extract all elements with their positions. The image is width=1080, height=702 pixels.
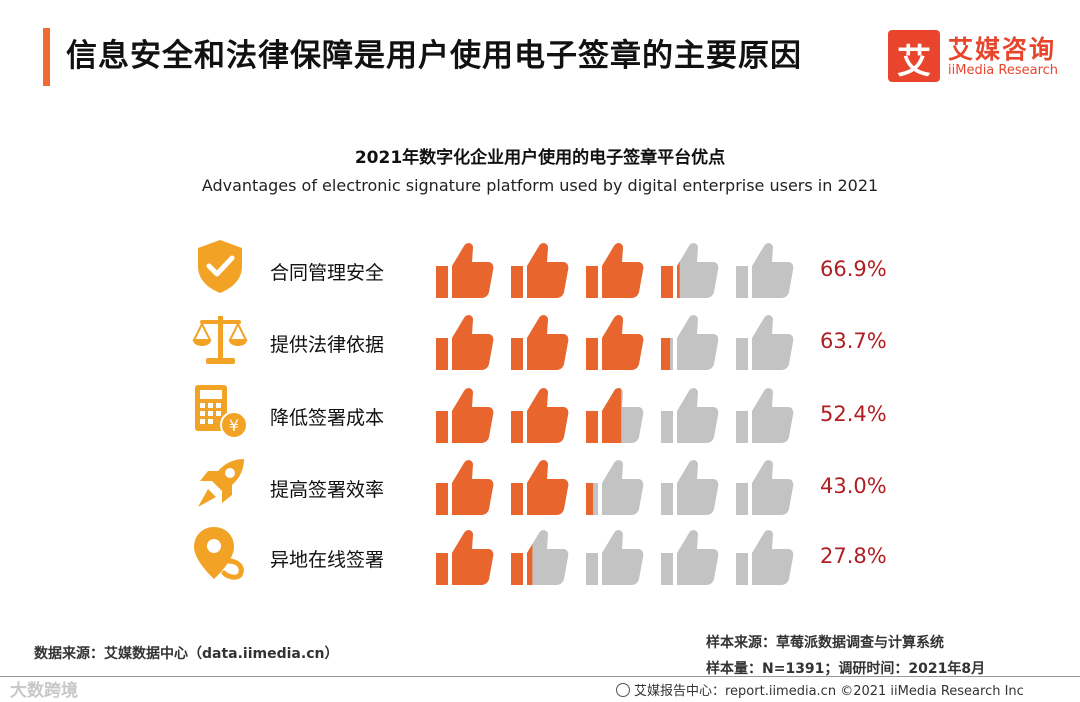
thumb-mark — [586, 460, 644, 515]
thumb-mark — [511, 530, 569, 585]
globe-icon — [616, 683, 630, 697]
thumb-mark — [736, 315, 794, 370]
logo-en-text: iiMedia Research — [948, 63, 1059, 78]
thumb-mark — [436, 315, 494, 370]
value-label: 43.0% — [820, 474, 887, 498]
calculator-yuan-icon: ¥ — [192, 383, 248, 439]
thumb-mark — [736, 460, 794, 515]
thumb-mark — [436, 388, 494, 443]
sample-size: 样本量：N=1391；调研时间：2021年8月 — [706, 661, 986, 677]
logo-cn-text: 艾媒咨询 — [948, 35, 1057, 64]
value-label: 52.4% — [820, 402, 887, 426]
category-label: 合同管理安全 — [270, 262, 385, 284]
location-pin-icon — [192, 525, 248, 581]
thumb-mark — [736, 530, 794, 585]
chart-title: 2021年数字化企业用户使用的电子签章平台优点 — [354, 148, 726, 168]
footer-report-text: 艾媒报告中心：report.iimedia.cn ©2021 iiMedia R… — [634, 684, 1024, 699]
scale-icon — [192, 310, 248, 366]
category-label: 提高签署效率 — [270, 479, 385, 501]
watermark: 大数跨境 — [10, 681, 78, 701]
thumb-mark — [661, 243, 719, 298]
thumb-mark — [511, 315, 569, 370]
thumb-mark — [586, 530, 644, 585]
chart-row: ¥ 降低签署成本 52.4% — [0, 381, 1080, 451]
rocket-icon — [192, 455, 248, 511]
chart-row: 提供法律依据 63.7% — [0, 308, 1080, 378]
footer-report: 艾媒报告中心：report.iimedia.cn ©2021 iiMedia R… — [616, 680, 1024, 699]
page-title: 信息安全和法律保障是用户使用电子签章的主要原因 — [66, 38, 802, 74]
thumb-mark — [436, 460, 494, 515]
iimedia-logo: 艾 艾媒咨询 iiMedia Research — [888, 30, 1068, 84]
title-accent-bar — [43, 28, 50, 86]
thumb-mark — [586, 243, 644, 298]
data-source: 数据来源：艾媒数据中心（data.iimedia.cn） — [34, 646, 339, 662]
category-label: 提供法律依据 — [270, 334, 385, 356]
thumb-mark — [661, 388, 719, 443]
thumb-mark — [661, 315, 719, 370]
thumb-mark — [511, 460, 569, 515]
sample-source: 样本来源：草莓派数据调查与计算系统 — [706, 635, 944, 651]
thumb-mark — [661, 460, 719, 515]
chart-row: 异地在线签署 27.8% — [0, 523, 1080, 593]
thumb-mark — [736, 388, 794, 443]
category-label: 异地在线签署 — [270, 549, 385, 571]
thumb-mark — [436, 243, 494, 298]
thumb-mark — [436, 530, 494, 585]
thumb-mark — [586, 388, 644, 443]
chart-subtitle: Advantages of electronic signature platf… — [201, 176, 879, 195]
value-label: 66.9% — [820, 257, 887, 281]
category-label: 降低签署成本 — [270, 407, 385, 429]
thumb-mark — [511, 243, 569, 298]
thumb-mark — [661, 530, 719, 585]
chart-row: 提高签署效率 43.0% — [0, 453, 1080, 523]
shield-check-icon — [192, 238, 248, 294]
thumb-mark — [586, 315, 644, 370]
thumb-mark — [736, 243, 794, 298]
logo-mark: 艾 — [888, 30, 940, 82]
thumb-mark — [511, 388, 569, 443]
value-label: 63.7% — [820, 329, 887, 353]
footer-divider — [0, 676, 1080, 677]
value-label: 27.8% — [820, 544, 887, 568]
svg-text:¥: ¥ — [229, 416, 239, 435]
chart-row: 合同管理安全 66.9% — [0, 236, 1080, 306]
